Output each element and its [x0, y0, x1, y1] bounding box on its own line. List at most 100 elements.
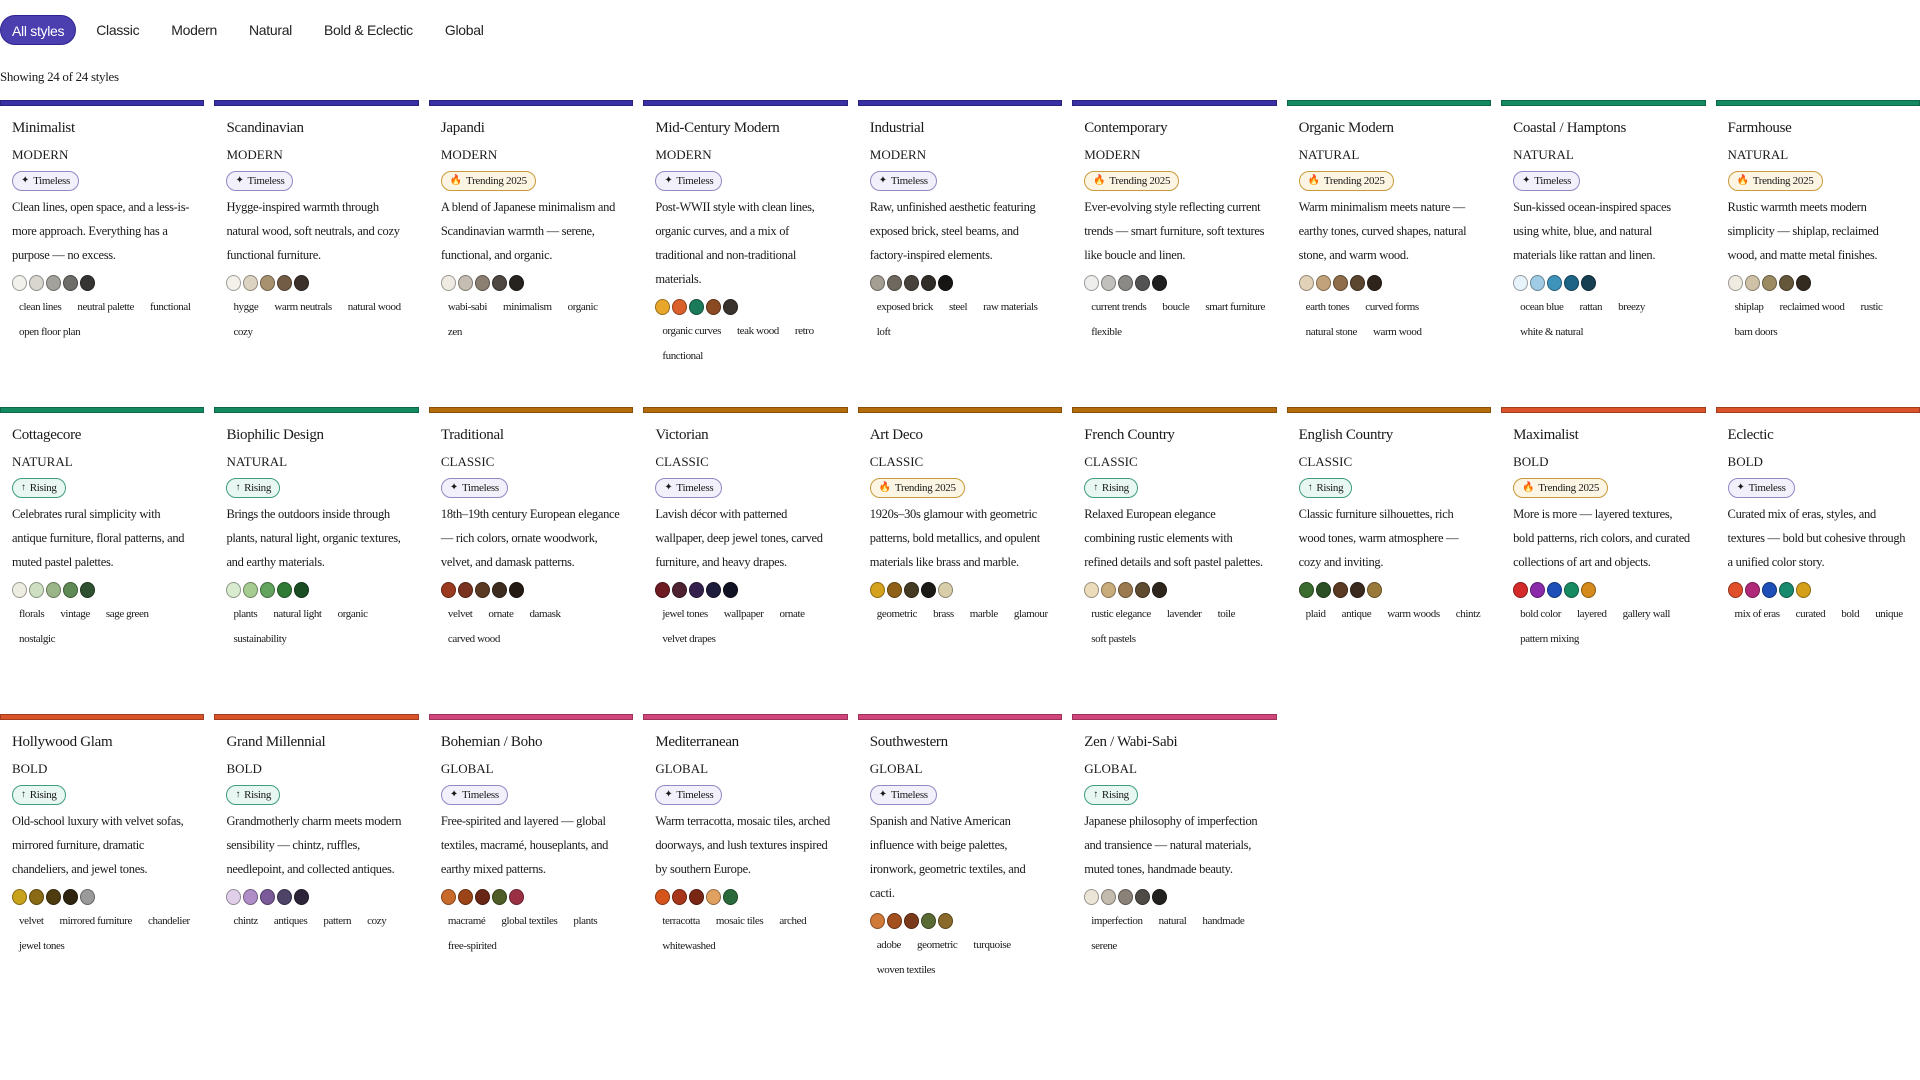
tab-global[interactable]: Global	[444, 22, 484, 38]
style-name: Eclectic	[1727, 427, 1774, 443]
badge-label: Timeless	[461, 788, 499, 801]
color-swatch	[243, 581, 259, 598]
color-swatch	[1513, 274, 1529, 291]
tag: exposed brick	[876, 300, 934, 313]
color-palette	[440, 274, 623, 291]
style-card[interactable]: Japandi MODERN 🔥 Trending 2025 A blend of…	[428, 100, 634, 397]
style-card[interactable]: Organic Modern NATURAL 🔥 Trending 2025 Wa…	[1286, 100, 1492, 397]
style-card[interactable]: French Country CLASSIC ↑ Rising Relaxed E…	[1072, 407, 1277, 704]
tag: marble	[969, 607, 999, 620]
tab-classic[interactable]: Classic	[96, 22, 140, 38]
tag: soft pastels	[1091, 632, 1136, 645]
color-swatch	[1581, 581, 1597, 598]
tag: retro	[794, 324, 814, 337]
sparkle-icon: ✦	[664, 789, 673, 800]
color-swatch	[63, 581, 78, 598]
status-badge: ✦ Timeless	[226, 170, 294, 191]
tag-list: clean lines neutral palette functional open…	[12, 295, 194, 345]
tag: chintz	[233, 914, 258, 927]
tab-bold-eclectic[interactable]: Bold & Eclectic	[323, 22, 413, 38]
style-card[interactable]: Biophilic Design NATURAL ↑ Rising Brings …	[214, 407, 419, 704]
style-description: Grandmotherly charm meets modern sensibi…	[226, 813, 402, 876]
color-swatch	[1564, 581, 1580, 598]
style-category: BOLD	[226, 761, 262, 776]
badge-label: Rising	[244, 788, 272, 801]
style-card[interactable]: Coastal / Hamptons NATURAL ✦ Timeless Sun…	[1501, 100, 1706, 397]
style-card[interactable]: Farmhouse NATURAL 🔥 Trending 2025 Rustic …	[1715, 100, 1920, 397]
style-name: Mid-Century Modern	[655, 120, 780, 136]
color-swatch	[1118, 888, 1134, 905]
color-palette	[1084, 888, 1266, 905]
style-card[interactable]: Scandinavian MODERN ✦ Timeless Hygge-insp…	[214, 100, 419, 397]
tag: warm woods	[1387, 607, 1440, 620]
style-card[interactable]: English Country CLASSIC ↑ Rising Classic …	[1286, 407, 1492, 704]
style-card[interactable]: Traditional CLASSIC ✦ Timeless 18th–19th …	[428, 407, 634, 704]
tag: smart furniture	[1205, 300, 1266, 313]
style-card[interactable]: Hollywood Glam BOLD ↑ Rising Old-school l…	[0, 714, 205, 1011]
status-badge: 🔥 Trending 2025	[1513, 477, 1609, 498]
status-badge: ✦ Timeless	[655, 784, 723, 805]
tag: whitewashed	[662, 939, 716, 952]
style-card[interactable]: Bohemian / Boho GLOBAL ✦ Timeless Free-sp…	[428, 714, 634, 1011]
tab-natural[interactable]: Natural	[248, 22, 292, 38]
category-color-bar	[214, 714, 419, 720]
color-swatch	[1101, 581, 1117, 598]
style-card[interactable]: Southwestern GLOBAL ✦ Timeless Spanish an…	[857, 714, 1063, 1011]
color-palette	[655, 581, 837, 598]
color-swatch	[723, 581, 739, 598]
style-card[interactable]: Victorian CLASSIC ✦ Timeless Lavish décor…	[643, 407, 848, 704]
color-swatch	[1778, 274, 1794, 291]
status-badge: ✦ Timeless	[655, 170, 723, 191]
category-color-bar	[0, 407, 205, 413]
tag: carved wood	[447, 632, 501, 645]
style-card[interactable]: Art Deco CLASSIC 🔥 Trending 2025 1920s–30…	[857, 407, 1063, 704]
color-swatch	[29, 581, 44, 598]
style-card[interactable]: Mid-Century Modern MODERN ✦ Timeless Post…	[643, 100, 848, 397]
style-card[interactable]: Mediterranean GLOBAL ✦ Timeless Warm terr…	[643, 714, 848, 1011]
category-color-bar	[0, 714, 205, 720]
style-card[interactable]: Industrial MODERN ✦ Timeless Raw, unfinis…	[857, 100, 1063, 397]
color-swatch	[260, 581, 276, 598]
style-card[interactable]: Zen / Wabi-Sabi GLOBAL ↑ Rising Japanese …	[1072, 714, 1277, 1011]
tag: damask	[529, 607, 561, 620]
style-card[interactable]: Cottagecore NATURAL ↑ Rising Celebrates r…	[0, 407, 205, 704]
color-swatch	[672, 888, 688, 905]
color-swatch	[80, 274, 95, 291]
style-category: GLOBAL	[440, 761, 494, 776]
color-palette	[1513, 581, 1695, 598]
color-swatch	[706, 581, 722, 598]
color-palette	[869, 912, 1052, 929]
badge-label: Trending 2025	[1323, 174, 1385, 187]
color-swatch	[508, 274, 524, 291]
style-category: BOLD	[1513, 454, 1549, 469]
color-swatch	[937, 274, 953, 291]
color-swatch	[1349, 274, 1365, 291]
status-badge: ↑ Rising	[12, 477, 66, 498]
style-card[interactable]: Contemporary MODERN 🔥 Trending 2025 Ever-…	[1072, 100, 1277, 397]
style-card[interactable]: Maximalist BOLD 🔥 Trending 2025 More is m…	[1501, 407, 1706, 704]
style-name: Mediterranean	[655, 734, 739, 750]
tag-list: organic curves teak wood retro functional	[655, 319, 837, 369]
style-filter-tabs: All styles Classic Modern Natural Bold & Ecl…	[0, 14, 500, 46]
style-category: GLOBAL	[869, 761, 923, 776]
style-category: CLASSIC	[869, 454, 924, 469]
tag: natural light	[273, 607, 322, 620]
color-swatch	[723, 298, 739, 315]
style-card[interactable]: Eclectic BOLD ✦ Timeless Curated mix of e…	[1715, 407, 1920, 704]
color-swatch	[46, 581, 61, 598]
style-card[interactable]: Grand Millennial BOLD ↑ Rising Grandmothe…	[214, 714, 419, 1011]
tag-list: current trends boucle smart furniture flexi…	[1084, 295, 1266, 345]
color-palette	[655, 888, 837, 905]
tab-all-styles[interactable]: All styles	[0, 15, 77, 45]
category-color-bar	[428, 714, 634, 720]
badge-label: Timeless	[33, 174, 71, 187]
status-badge: ↑ Rising	[226, 477, 281, 498]
badge-label: Trending 2025	[894, 481, 956, 494]
color-swatch	[1332, 581, 1348, 598]
tab-modern[interactable]: Modern	[171, 22, 217, 38]
category-color-bar	[1501, 100, 1706, 106]
tag: cozy	[367, 914, 387, 927]
color-swatch	[260, 274, 276, 291]
color-swatch	[457, 581, 473, 598]
style-card[interactable]: Minimalist MODERN ✦ Timeless Clean lines,…	[0, 100, 205, 397]
